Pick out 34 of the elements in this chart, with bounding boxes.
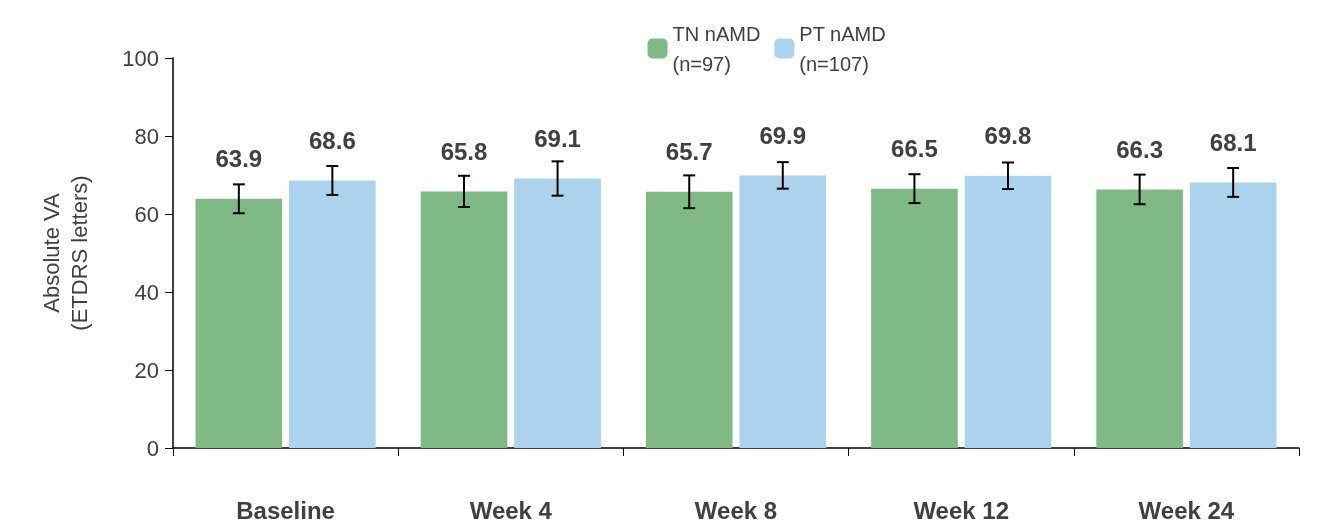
y-axis-title: Absolute VA (ETDRS letters) bbox=[38, 175, 92, 331]
bar bbox=[739, 175, 827, 448]
x-tick-label: Week 24 bbox=[1138, 496, 1235, 524]
bar bbox=[645, 191, 733, 448]
data-label: 66.5 bbox=[891, 135, 938, 163]
y-tick-label: 100 bbox=[122, 45, 159, 71]
y-tick-label: 80 bbox=[134, 123, 159, 149]
data-label: 69.1 bbox=[534, 125, 581, 153]
x-tick-label: Week 12 bbox=[913, 496, 1010, 524]
bar bbox=[1096, 189, 1183, 448]
x-tick-label: Week 8 bbox=[694, 496, 778, 524]
data-label: 66.3 bbox=[1116, 135, 1163, 163]
data-label: 68.6 bbox=[309, 126, 356, 154]
bar bbox=[964, 175, 1052, 448]
data-label: 69.9 bbox=[759, 121, 807, 149]
data-label: 65.7 bbox=[665, 138, 713, 166]
y-tick-label: 60 bbox=[134, 201, 159, 227]
bar bbox=[1189, 182, 1277, 448]
bar bbox=[289, 180, 376, 448]
bar bbox=[195, 198, 283, 448]
x-tick-label: Week 4 bbox=[469, 496, 553, 524]
data-label: 65.8 bbox=[440, 137, 488, 165]
legend-label: PT nAMD (n=107) bbox=[799, 22, 886, 75]
x-tick-label: Baseline bbox=[236, 496, 335, 524]
y-tick-label: 0 bbox=[146, 435, 159, 461]
y-tick-label: 40 bbox=[134, 279, 159, 305]
data-label: 63.9 bbox=[215, 145, 263, 173]
data-label: 69.8 bbox=[984, 122, 1032, 150]
legend-label: TN nAMD (n=97) bbox=[672, 22, 761, 75]
bar bbox=[871, 188, 958, 448]
data-label: 68.1 bbox=[1209, 128, 1257, 156]
bar bbox=[420, 191, 508, 448]
y-tick-label: 20 bbox=[134, 357, 159, 383]
bar bbox=[514, 178, 601, 448]
